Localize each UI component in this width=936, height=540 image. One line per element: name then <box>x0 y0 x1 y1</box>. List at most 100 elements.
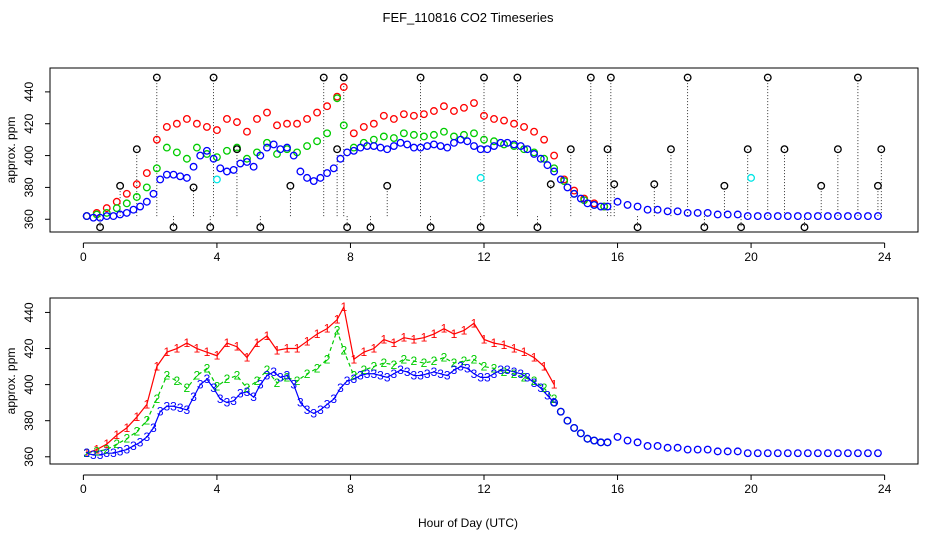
data-point-green <box>313 137 322 146</box>
data-marker-blue: 3 <box>197 378 204 392</box>
data-point-red <box>399 110 408 119</box>
data-point-blue <box>823 212 832 221</box>
data-point-red <box>419 110 428 119</box>
data-point-blue <box>783 212 792 221</box>
data-marker-blue: 3 <box>103 446 110 460</box>
y-axis-label: approx. ppm <box>4 348 18 415</box>
data-point-blue <box>713 210 722 219</box>
data-marker-blue: 3 <box>377 369 384 383</box>
data-marker-blue: 3 <box>424 367 431 381</box>
data-marker-blue: 3 <box>257 378 264 392</box>
data-point-blue <box>303 173 312 182</box>
data-point-blue <box>276 145 285 154</box>
data-point-blue <box>256 151 265 160</box>
data-point-blue <box>329 164 338 173</box>
data-marker-red: 1 <box>370 342 377 356</box>
data-point-red <box>450 107 458 115</box>
data-marker-blue: 3 <box>130 439 137 453</box>
data-marker-green: 2 <box>123 432 130 446</box>
data-point-green <box>192 143 201 152</box>
data-point-red <box>339 83 348 92</box>
data-point-green <box>419 132 428 141</box>
data-point-green <box>323 129 332 138</box>
y-tick-label: 380 <box>22 410 36 430</box>
data-point-red <box>182 115 191 123</box>
data-point-black <box>737 223 746 232</box>
data-point-blue <box>556 407 565 416</box>
data-point-blue <box>583 434 592 443</box>
data-marker-red: 1 <box>391 336 398 350</box>
data-point-green <box>182 154 191 163</box>
x-tick-label: 0 <box>80 482 87 496</box>
data-point-black <box>610 180 619 189</box>
data-point-blue <box>833 449 842 458</box>
data-point-black <box>383 181 392 190</box>
data-point-blue <box>189 162 198 171</box>
data-point-red <box>243 127 251 136</box>
data-point-red <box>202 122 211 131</box>
data-point-blue <box>563 416 572 425</box>
data-point-black <box>533 223 542 232</box>
data-marker-blue: 3 <box>431 365 438 379</box>
data-point-red <box>359 122 368 131</box>
data-point-blue <box>129 205 138 214</box>
x-tick-label: 20 <box>744 250 758 264</box>
x-tick-label: 20 <box>744 482 758 496</box>
data-point-red <box>490 115 498 123</box>
data-point-black <box>606 73 615 82</box>
series-line-red <box>86 305 555 454</box>
data-marker-green: 2 <box>411 354 418 368</box>
data-marker-blue: 3 <box>397 363 404 377</box>
data-marker-blue: 3 <box>90 448 97 462</box>
data-marker-red: 1 <box>350 352 357 366</box>
data-point-blue <box>523 145 532 154</box>
data-point-green <box>303 142 312 150</box>
data-marker-red: 1 <box>501 338 508 352</box>
series-line-green <box>86 328 555 454</box>
data-point-blue <box>643 442 652 450</box>
x-tick-label: 4 <box>214 250 221 264</box>
data-point-blue <box>673 443 682 452</box>
data-point-red <box>349 129 358 138</box>
data-point-blue <box>530 150 539 158</box>
data-marker-red: 1 <box>224 336 231 350</box>
data-point-black <box>152 73 161 82</box>
data-point-blue <box>793 212 802 221</box>
data-marker-green: 2 <box>254 374 261 388</box>
data-point-cyan <box>476 173 485 182</box>
data-point-green <box>409 130 418 139</box>
data-point-red <box>540 135 549 144</box>
data-marker-red: 1 <box>304 334 311 348</box>
data-marker-red: 1 <box>204 345 211 359</box>
data-marker-red: 1 <box>541 360 548 374</box>
data-point-black <box>853 73 862 82</box>
data-marker-blue: 3 <box>310 406 317 420</box>
data-point-blue <box>243 157 251 166</box>
data-point-blue <box>456 135 465 144</box>
data-point-red <box>480 111 488 120</box>
data-point-blue <box>476 145 485 154</box>
data-point-blue <box>409 143 418 152</box>
data-marker-green: 2 <box>143 414 150 428</box>
data-marker-red: 1 <box>334 313 341 327</box>
data-point-blue <box>369 142 378 150</box>
data-point-blue <box>843 449 852 458</box>
data-marker-green: 2 <box>451 356 458 370</box>
data-point-blue <box>783 449 792 458</box>
data-point-blue <box>483 145 492 154</box>
data-point-blue <box>196 151 205 160</box>
data-point-red <box>500 116 508 125</box>
data-marker-blue: 3 <box>210 381 217 395</box>
data-point-black <box>343 223 352 232</box>
data-marker-green: 2 <box>461 354 468 368</box>
x-tick-label: 16 <box>611 482 625 496</box>
data-marker-green: 2 <box>314 361 321 375</box>
data-marker-green: 2 <box>304 367 311 381</box>
data-point-green <box>369 135 378 144</box>
data-marker-blue: 3 <box>364 367 371 381</box>
data-point-red <box>112 197 121 206</box>
data-marker-green: 2 <box>284 370 291 384</box>
data-marker-red: 1 <box>113 428 120 442</box>
data-marker-blue: 3 <box>290 378 297 392</box>
